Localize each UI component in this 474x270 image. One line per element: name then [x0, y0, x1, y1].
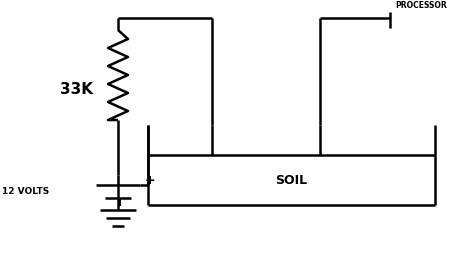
Text: SOIL: SOIL: [275, 174, 308, 187]
Text: +: +: [145, 174, 155, 187]
Text: 33K: 33K: [60, 83, 93, 97]
Text: TO
PROCESSOR: TO PROCESSOR: [395, 0, 447, 10]
Text: 12 VOLTS: 12 VOLTS: [2, 187, 49, 195]
Text: I: I: [118, 198, 122, 208]
